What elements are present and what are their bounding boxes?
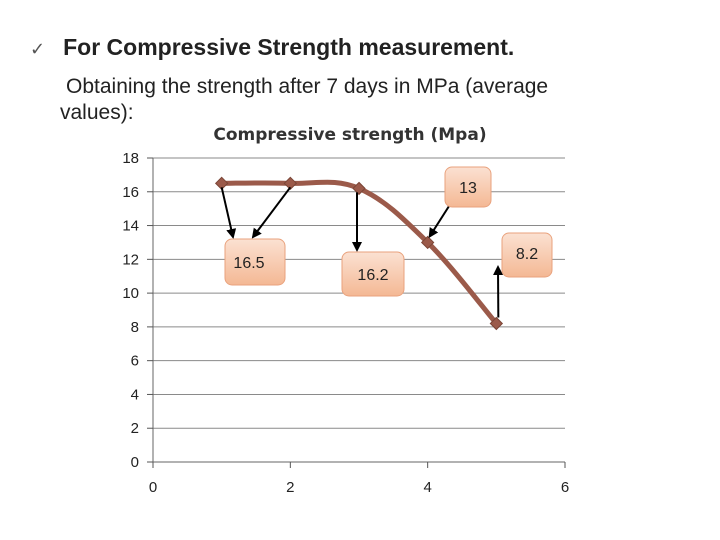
- callout-box: [501, 232, 553, 278]
- y-tick-label: 12: [122, 251, 139, 268]
- bullet-heading: For Compressive Strength measurement.: [63, 34, 515, 60]
- data-point-marker: [352, 181, 366, 196]
- data-point-marker: [489, 316, 504, 331]
- description-text: Obtaining the strength after 7 days in M…: [60, 74, 660, 126]
- y-tick-label: 14: [122, 218, 139, 235]
- y-tick-label: 0: [131, 454, 139, 471]
- y-tick-label: 2: [131, 420, 139, 437]
- y-tick-label: 8: [131, 319, 139, 336]
- callout-box: [224, 238, 286, 286]
- x-tick-label: 0: [149, 479, 157, 496]
- callout-arrow: [220, 187, 237, 239]
- data-point-marker: [283, 176, 298, 191]
- callout-arrow: [428, 202, 452, 239]
- y-tick-label: 16: [122, 184, 139, 201]
- callout-box: [444, 166, 492, 208]
- y-tick-label: 6: [131, 353, 139, 370]
- chart-title: Compressive strength (Mpa): [213, 125, 486, 145]
- x-tick-label: 2: [286, 479, 294, 496]
- callout-label: 13: [459, 180, 477, 197]
- callout-arrow: [251, 186, 292, 239]
- callout-label: 16.2: [357, 267, 388, 284]
- check-mark-icon: ✓: [30, 39, 46, 59]
- y-tick-label: 10: [122, 285, 139, 302]
- y-tick-label: 4: [131, 386, 139, 403]
- description-line-1: Obtaining the strength after 7 days in M…: [66, 75, 549, 98]
- callout-label: 16.5: [233, 255, 264, 272]
- callout-box: [341, 251, 405, 297]
- description-line-2: values):: [60, 101, 134, 124]
- callout-label: 8.2: [516, 246, 538, 263]
- bullet-line: ✓ For Compressive Strength measurement.: [30, 34, 514, 61]
- x-tick-label: 6: [561, 479, 569, 496]
- x-tick-label: 4: [423, 479, 431, 496]
- y-tick-label: 18: [122, 150, 139, 167]
- data-point-marker: [420, 235, 435, 250]
